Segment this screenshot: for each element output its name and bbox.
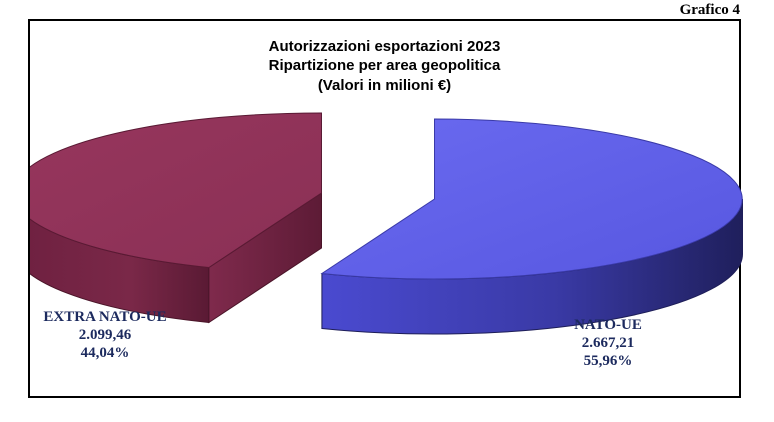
slice-percent: 55,96% [583,353,633,369]
chart-title: Autorizzazioni esportazioni 2023 [268,38,501,55]
figure-number-label: Grafico 4 [679,2,740,18]
slice-top-nato-ue [320,118,743,280]
slice-value: 2.099,46 [78,327,132,343]
slice-name: NATO-UE [574,317,642,333]
slice-name: EXTRA NATO-UE [43,309,167,325]
slice-label-nato-ue: NATO-UE 2.667,21 55,96% [538,316,678,370]
chart-frame: Autorizzazioni esportazioni 2023 Riparti… [28,19,743,398]
chart-subtitle: Ripartizione per area geopolitica [268,57,501,74]
slice-label-extra-nato-ue: EXTRA NATO-UE 2.099,46 44,04% [30,308,180,362]
slice-percent: 44,04% [80,345,130,361]
chart-unit-note: (Valori in milioni €) [317,77,452,94]
pie-chart [30,112,743,335]
slice-top-extra-nato-ue [30,112,322,269]
slice-value: 2.667,21 [581,335,635,351]
